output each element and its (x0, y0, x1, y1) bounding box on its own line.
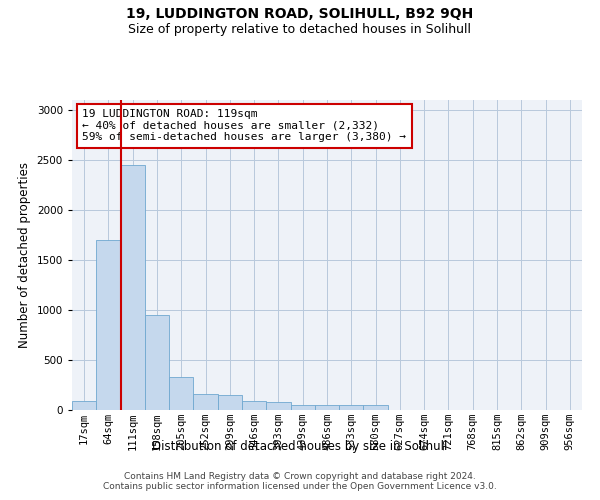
Bar (96, 240, 121, 410)
Bar (169, 377, 193, 410)
Bar (145, 315, 169, 410)
Bar (315, 404, 339, 410)
Bar (218, 394, 242, 410)
Bar (266, 402, 290, 410)
Y-axis label: Number of detached properties: Number of detached properties (18, 162, 31, 348)
Text: Distribution of detached houses by size in Solihull: Distribution of detached houses by size … (152, 440, 448, 453)
Bar (290, 404, 315, 410)
Bar (193, 394, 218, 410)
Bar (72, 401, 96, 410)
Bar (364, 404, 388, 410)
Bar (242, 401, 266, 410)
Text: 19, LUDDINGTON ROAD, SOLIHULL, B92 9QH: 19, LUDDINGTON ROAD, SOLIHULL, B92 9QH (127, 8, 473, 22)
Text: Contains public sector information licensed under the Open Government Licence v3: Contains public sector information licen… (103, 482, 497, 491)
Text: 19 LUDDINGTON ROAD: 119sqm
← 40% of detached houses are smaller (2,332)
59% of s: 19 LUDDINGTON ROAD: 119sqm ← 40% of deta… (82, 110, 406, 142)
Bar (121, 165, 145, 410)
Text: Size of property relative to detached houses in Solihull: Size of property relative to detached ho… (128, 22, 472, 36)
Text: Contains HM Land Registry data © Crown copyright and database right 2024.: Contains HM Land Registry data © Crown c… (124, 472, 476, 481)
Bar (339, 404, 364, 410)
